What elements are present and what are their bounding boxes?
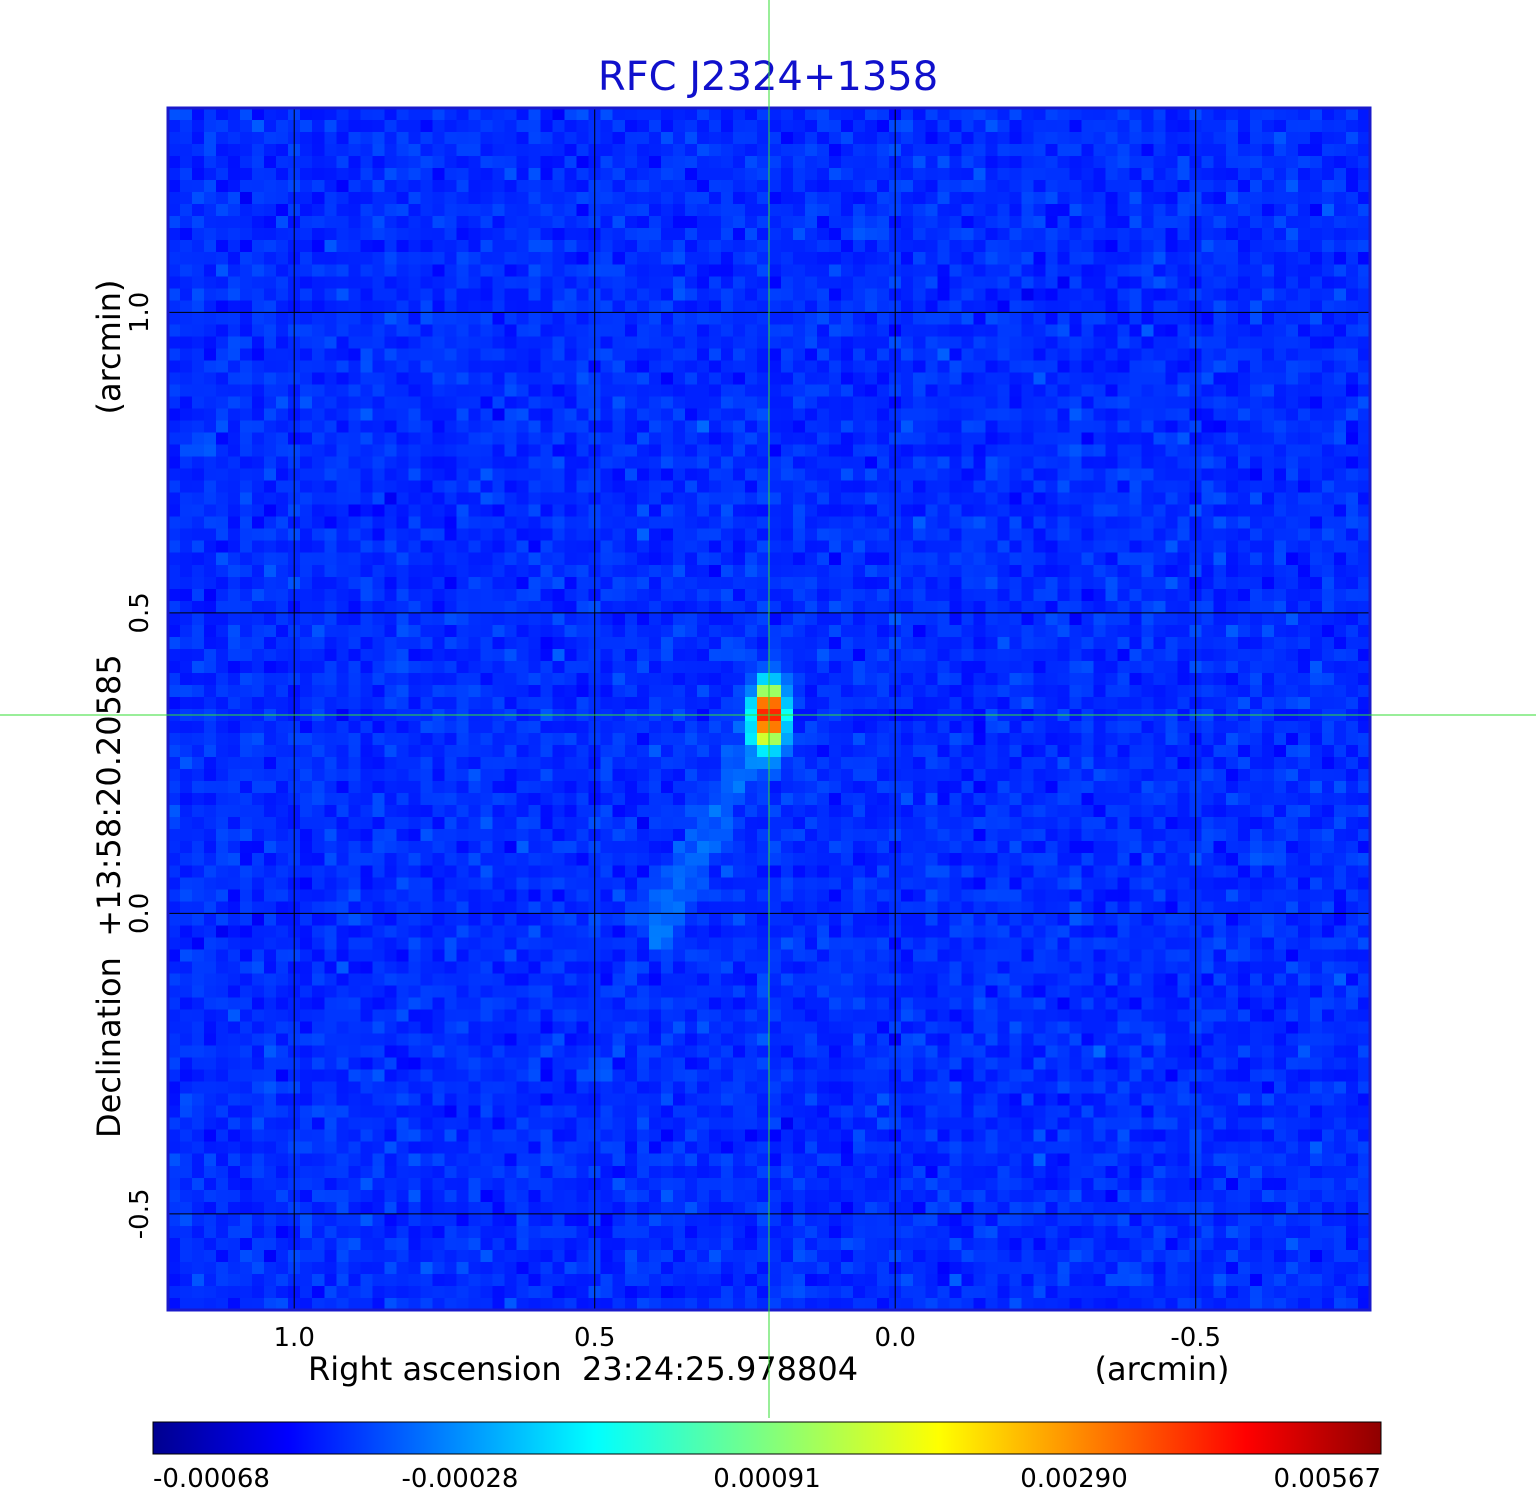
colorbar-tick-label: -0.00028 <box>402 1464 519 1494</box>
x-tick-label: 0.0 <box>875 1323 916 1353</box>
x-tick-label: 0.5 <box>574 1323 615 1353</box>
x-axis-unit: (arcmin) <box>1095 1350 1230 1388</box>
colorbar-tick-label: 0.00290 <box>1020 1464 1128 1494</box>
chart-title: RFC J2324+1358 <box>598 54 938 100</box>
y-tick-label: -0.5 <box>125 1188 155 1239</box>
x-tick-labels: 1.0 0.5 0.0 -0.5 <box>274 1323 1222 1353</box>
x-tick-label: -0.5 <box>1170 1323 1221 1353</box>
x-tick-label: 1.0 <box>274 1323 315 1353</box>
y-tick-label: 1.0 <box>125 292 155 333</box>
colorbar-tick-label: 0.00091 <box>713 1464 821 1494</box>
x-axis-label: Right ascension 23:24:25.978804 <box>308 1350 858 1388</box>
crosshair <box>0 0 1536 1418</box>
y-tick-label: 0.5 <box>125 592 155 633</box>
colorbar-tick-label: -0.00068 <box>153 1464 270 1494</box>
y-axis-label: Declination +13:58:20.20585 <box>90 654 128 1138</box>
colorbar-tick-label: 0.00567 <box>1273 1464 1381 1494</box>
y-axis-unit: (arcmin) <box>90 280 128 415</box>
colorbar: -0.00068 -0.00028 0.00091 0.00290 0.00567 <box>152 1421 1382 1494</box>
y-tick-labels: 1.0 0.5 0.0 -0.5 <box>125 292 155 1240</box>
colorbar-tick-labels: -0.00068 -0.00028 0.00091 0.00290 0.00567 <box>153 1464 1381 1494</box>
colorbar-gradient <box>152 1421 1382 1455</box>
y-tick-label: 0.0 <box>125 893 155 934</box>
